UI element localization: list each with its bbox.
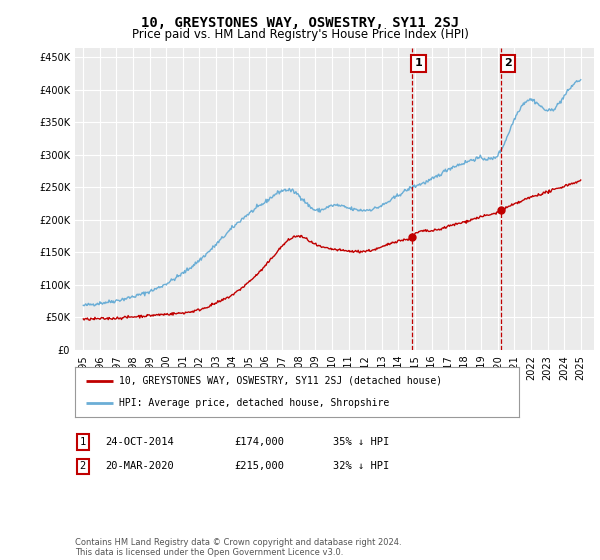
Text: 10, GREYSTONES WAY, OSWESTRY, SY11 2SJ (detached house): 10, GREYSTONES WAY, OSWESTRY, SY11 2SJ (… — [119, 376, 443, 386]
Text: Contains HM Land Registry data © Crown copyright and database right 2024.
This d: Contains HM Land Registry data © Crown c… — [75, 538, 401, 557]
Text: £174,000: £174,000 — [234, 437, 284, 447]
Text: 35% ↓ HPI: 35% ↓ HPI — [333, 437, 389, 447]
Text: 32% ↓ HPI: 32% ↓ HPI — [333, 461, 389, 472]
Text: 1: 1 — [80, 437, 86, 447]
Text: 20-MAR-2020: 20-MAR-2020 — [105, 461, 174, 472]
Text: HPI: Average price, detached house, Shropshire: HPI: Average price, detached house, Shro… — [119, 398, 389, 408]
Text: 10, GREYSTONES WAY, OSWESTRY, SY11 2SJ: 10, GREYSTONES WAY, OSWESTRY, SY11 2SJ — [141, 16, 459, 30]
Text: £215,000: £215,000 — [234, 461, 284, 472]
Text: 24-OCT-2014: 24-OCT-2014 — [105, 437, 174, 447]
Text: Price paid vs. HM Land Registry's House Price Index (HPI): Price paid vs. HM Land Registry's House … — [131, 28, 469, 41]
Text: 1: 1 — [415, 58, 422, 68]
Text: 2: 2 — [504, 58, 512, 68]
Text: 2: 2 — [80, 461, 86, 472]
